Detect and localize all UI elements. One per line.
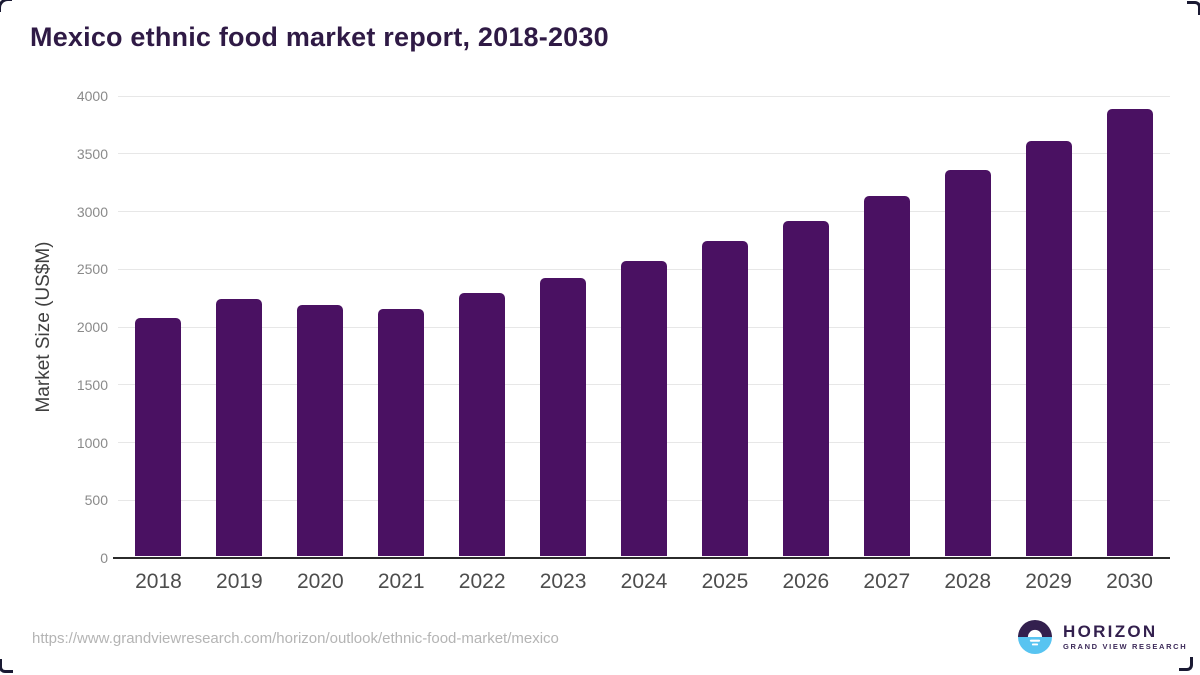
x-tick-label-2021: 2021 (377, 570, 425, 593)
x-tick-label-2022: 2022 (458, 570, 506, 593)
bar-2024[interactable] (621, 260, 667, 556)
card-corner-bottom-right (1179, 657, 1193, 671)
x-tick-label-2029: 2029 (1025, 570, 1072, 593)
card-corner-bottom-left (0, 659, 13, 673)
y-tick-label-1500: 1500 (76, 376, 108, 393)
source-url: https://www.grandviewresearch.com/horizo… (32, 630, 559, 647)
logo-tagline: GRAND VIEW RESEARCH (1063, 642, 1188, 652)
y-tick-label-1000: 1000 (76, 434, 108, 451)
bar-2030[interactable] (1106, 109, 1153, 556)
chart-title: Mexico ethnic food market report, 2018-2… (30, 22, 609, 52)
y-tick-label-3500: 3500 (76, 145, 108, 162)
gridline-4000 (118, 95, 1170, 97)
bar-2027[interactable] (863, 196, 910, 556)
bar-2019[interactable] (216, 299, 263, 556)
y-tick-label-2000: 2000 (76, 319, 108, 335)
y-tick-label-500: 500 (84, 492, 108, 509)
gridline-3500 (118, 153, 1170, 155)
card-corner-top-right (1187, 1, 1200, 15)
bar-2029[interactable] (1025, 141, 1072, 556)
x-tick-label-2027: 2027 (863, 570, 911, 593)
x-tick-label-2024: 2024 (620, 570, 668, 593)
x-axis-labels: 2018 2019 2020 2021 2022 2023 2024 2025 2026 2027… (0, 570, 1200, 596)
y-tick-label-0: 0 (100, 550, 108, 566)
x-tick-label-2028: 2028 (944, 570, 992, 593)
bar-2020[interactable] (297, 304, 344, 556)
horizon-sun-icon (1018, 620, 1052, 654)
x-tick-label-2025: 2025 (701, 570, 749, 593)
bar-2022[interactable] (459, 293, 506, 556)
x-tick-label-2023: 2023 (539, 570, 587, 593)
bar-2028[interactable] (944, 170, 991, 556)
bar-2021[interactable] (378, 308, 425, 556)
x-tick-label-2026: 2026 (782, 570, 830, 593)
bar-2023[interactable] (540, 278, 587, 556)
bar-2018[interactable] (135, 318, 182, 556)
gridline-3000 (118, 211, 1170, 212)
x-axis-line (113, 557, 1170, 559)
bar-2026[interactable] (782, 221, 829, 556)
x-tick-label-2020: 2020 (296, 570, 344, 593)
bar-2025[interactable] (701, 241, 748, 556)
x-tick-label-2019: 2019 (216, 570, 263, 593)
x-tick-label-2018: 2018 (135, 570, 182, 593)
y-tick-label-3000: 3000 (76, 203, 108, 220)
x-tick-label-2030: 2030 (1106, 570, 1153, 593)
card-corner-top-left (0, 0, 12, 12)
horizon-logo: HORIZON GRAND VIEW RESEARCH (1018, 620, 1187, 654)
plot-area (113, 95, 1170, 559)
y-tick-label-2500: 2500 (76, 261, 108, 278)
y-tick-label-4000: 4000 (76, 88, 108, 104)
logo-brand-name: HORIZON (1063, 622, 1158, 642)
